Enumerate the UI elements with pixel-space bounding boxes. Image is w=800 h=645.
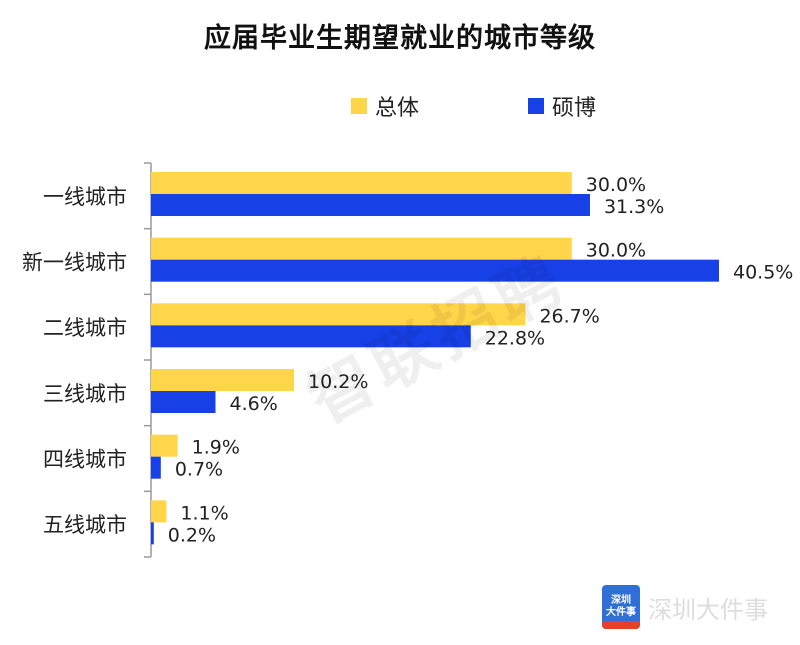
category-label: 一线城市 <box>43 185 127 209</box>
bar-overall <box>151 237 572 260</box>
chart-title: 应届毕业生期望就业的城市等级 <box>204 23 596 54</box>
legend-swatch-overall <box>351 98 367 114</box>
legend: 总体 硕博 <box>0 90 800 122</box>
bar-graduate <box>151 391 216 413</box>
data-label-graduate: 31.3% <box>604 196 664 218</box>
brand-logo-text-2: 大件事 <box>606 607 636 618</box>
bar-graduate <box>151 259 719 282</box>
bar-graduate <box>151 456 161 479</box>
bar-overall <box>151 172 572 194</box>
category-label: 三线城市 <box>43 382 127 406</box>
legend-item-overall: 总体 <box>351 90 419 122</box>
category-label: 四线城市 <box>43 448 127 472</box>
bar-graduate <box>151 522 154 545</box>
legend-swatch-graduate <box>528 98 544 114</box>
data-label-overall: 30.0% <box>586 174 646 196</box>
data-label-graduate: 4.6% <box>230 393 278 415</box>
bar-overall <box>151 434 178 457</box>
legend-label-overall: 总体 <box>375 96 420 121</box>
brand-logo: 深圳 大件事 <box>602 585 640 629</box>
bar-overall <box>151 369 295 391</box>
data-label-overall: 1.9% <box>192 437 240 459</box>
bar-graduate <box>151 325 471 348</box>
data-label-overall: 26.7% <box>539 305 599 327</box>
category-label: 五线城市 <box>43 513 127 537</box>
data-label-overall: 10.2% <box>308 371 368 393</box>
legend-item-graduate: 硕博 <box>528 90 596 122</box>
brand-logo-text-1: 深圳 <box>611 595 631 606</box>
category-label: 新一线城市 <box>22 251 127 275</box>
data-label-overall: 30.0% <box>586 240 646 262</box>
bar-overall <box>151 500 167 523</box>
legend-label-graduate: 硕博 <box>552 96 597 121</box>
data-label-overall: 1.1% <box>180 502 228 524</box>
data-label-graduate: 22.8% <box>485 327 545 349</box>
data-label-graduate: 40.5% <box>733 262 793 284</box>
bar-graduate <box>151 194 590 216</box>
category-label: 二线城市 <box>43 316 127 340</box>
brand-name: 深圳大件事 <box>648 595 768 624</box>
data-label-graduate: 0.7% <box>175 459 223 481</box>
bar-overall <box>151 303 526 326</box>
brand: 深圳 大件事 深圳大件事 <box>602 585 768 629</box>
data-label-graduate: 0.2% <box>168 524 216 546</box>
